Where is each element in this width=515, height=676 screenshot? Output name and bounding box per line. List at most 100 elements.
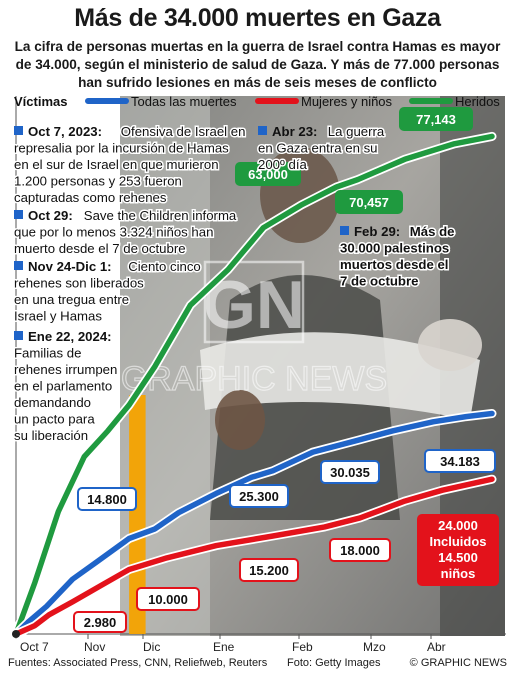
event-marker-square bbox=[14, 261, 23, 270]
total-value-label: 34.183 bbox=[440, 454, 480, 469]
women_children-value-box bbox=[239, 558, 299, 582]
x-tick-label: Abr bbox=[427, 640, 446, 654]
injured-value-box bbox=[235, 162, 301, 186]
injured-value-box bbox=[399, 107, 473, 131]
legend: Víctimas Todas las muertes Mujeres y niños… bbox=[14, 94, 500, 109]
event-marker-square bbox=[340, 226, 349, 235]
x-tick-label: Mzo bbox=[363, 640, 386, 654]
injured-line bbox=[13, 133, 495, 637]
event-text: demandando bbox=[14, 395, 91, 410]
total-value-box bbox=[77, 487, 137, 511]
event-date: Abr 23: bbox=[272, 124, 317, 139]
event-date: Oct 7, 2023: bbox=[28, 124, 102, 139]
event-annotation: Abr 23: La guerra en Gaza entra en su200º … bbox=[257, 123, 387, 174]
event-annotations: Oct 7, 2023: Ofensiva de Israel en represa… bbox=[13, 123, 457, 445]
women_children-value-box bbox=[73, 611, 127, 633]
origin-point bbox=[12, 630, 20, 638]
page-title: Más de 34.000 muertes en Gaza bbox=[74, 4, 441, 32]
series-lines bbox=[11, 131, 497, 639]
event-text: que por lo menos 3.324 niños han bbox=[14, 225, 213, 240]
x-tick-label: Dic bbox=[143, 640, 160, 654]
event-text: en una tregua entre bbox=[14, 292, 129, 307]
event-text: Familias de bbox=[14, 346, 81, 361]
event-text: 200º día bbox=[258, 157, 307, 172]
injured-value-box bbox=[335, 190, 403, 214]
axes: Oct 7 Nov Dic Ene Feb Mzo Abr bbox=[15, 96, 506, 654]
event-text: en Gaza entra en su bbox=[258, 141, 378, 156]
event-text: Ciento cinco bbox=[128, 259, 201, 274]
women_children-legend-label: Mujeres y niños bbox=[301, 94, 393, 109]
event-marker-square bbox=[258, 126, 267, 135]
women_children-value-label: 18.000 bbox=[340, 543, 380, 558]
injured-value-label: 63,000 bbox=[248, 167, 288, 182]
total-value-label: 30.035 bbox=[330, 465, 370, 480]
watermark-logo-box bbox=[203, 260, 305, 344]
event-date: Oct 29: bbox=[28, 208, 73, 223]
total-value-box bbox=[320, 460, 380, 484]
footer-copyright: © GRAPHIC NEWS bbox=[409, 657, 507, 669]
truce-period-band bbox=[129, 395, 146, 634]
total-value-box bbox=[424, 449, 496, 473]
event-text: capturadas como rehenes bbox=[14, 190, 167, 205]
event-text: 30.000 palestinos bbox=[340, 241, 449, 256]
event-text: en el parlamento bbox=[14, 379, 112, 394]
x-tick-label: Oct 7 bbox=[20, 640, 49, 654]
x-tick-label: Nov bbox=[84, 640, 105, 654]
legend-title: Víctimas bbox=[14, 94, 67, 109]
total-line bbox=[13, 410, 495, 637]
women_children-value-label: 2.980 bbox=[84, 615, 117, 630]
total-legend-label: Todas las muertes bbox=[131, 94, 237, 109]
event-text: rehenes son liberados bbox=[14, 276, 144, 291]
event-text: muerto desde el 7 de octubre bbox=[14, 241, 186, 256]
event-date: Nov 24-Dic 1: bbox=[28, 259, 112, 274]
injured-value-label: 77,143 bbox=[416, 112, 456, 127]
event-text: un pacto para bbox=[14, 412, 95, 427]
event-text: Más de bbox=[410, 224, 455, 239]
watermark-text: GRAPHIC NEWS bbox=[121, 360, 387, 398]
footer-photo-credit: Foto: Getty Images bbox=[287, 657, 381, 669]
women_children-value-box bbox=[136, 587, 200, 611]
x-tick-label: Feb bbox=[292, 640, 313, 654]
event-marker-square bbox=[14, 331, 23, 340]
event-text: 1.200 personas y 253 fueron bbox=[14, 174, 182, 189]
page-subtitle: La cifra de personas muertas en la guerr… bbox=[14, 39, 501, 90]
women_children-value-label: niños bbox=[441, 566, 476, 581]
total-value-label: 14.800 bbox=[87, 492, 127, 507]
event-text: La guerra bbox=[328, 124, 385, 139]
women_children-value-box bbox=[417, 514, 499, 586]
injured-value-label: 70,457 bbox=[349, 195, 389, 210]
footer-sources: Fuentes: Associated Press, CNN, Reliefwe… bbox=[8, 657, 268, 669]
injured-legend-label: Heridos bbox=[455, 94, 500, 109]
event-date: Feb 29: bbox=[354, 224, 400, 239]
value-labels: 14.800 25.300 30.035 34.183 2.980 10.000 15.20… bbox=[73, 107, 499, 633]
women_children-value-label: 10.000 bbox=[148, 592, 188, 607]
women_children-value-box bbox=[329, 538, 391, 562]
event-annotation: Oct 7, 2023: Ofensiva de Israel en represa… bbox=[13, 123, 247, 207]
women_children-value-label: 14.500 bbox=[438, 550, 478, 565]
event-text: su liberación bbox=[14, 428, 88, 443]
event-text: muertos desde el bbox=[340, 257, 448, 272]
women_children-value-label: 24.000 bbox=[438, 518, 478, 533]
women_children-line bbox=[13, 476, 495, 637]
event-marker-square bbox=[14, 210, 23, 219]
event-text: rehenes irrumpen bbox=[14, 362, 117, 377]
event-text: 7 de octubre bbox=[340, 274, 418, 289]
total-value-label: 25.300 bbox=[239, 489, 279, 504]
event-date: Ene 22, 2024: bbox=[28, 329, 112, 344]
event-annotation: Nov 24-Dic 1: Ciento cinco rehenes son lib… bbox=[13, 258, 203, 326]
event-marker-square bbox=[14, 126, 23, 135]
x-tick-label: Ene bbox=[213, 640, 235, 654]
highlight-band bbox=[129, 395, 146, 634]
event-text: represalia por la incursión de Hamas bbox=[14, 141, 229, 156]
event-annotation: Oct 29: Save the Children informa que por … bbox=[13, 207, 239, 258]
event-text: Israel y Hamas bbox=[14, 309, 102, 324]
event-text: Ofensiva de Israel en bbox=[121, 124, 246, 139]
total-value-box bbox=[229, 484, 289, 508]
event-text: Save the Children informa bbox=[84, 208, 237, 223]
women_children-value-label: Incluidos bbox=[429, 534, 486, 549]
event-text: en el sur de Israel en que murieron bbox=[14, 157, 219, 172]
women_children-value-label: 15.200 bbox=[249, 563, 289, 578]
